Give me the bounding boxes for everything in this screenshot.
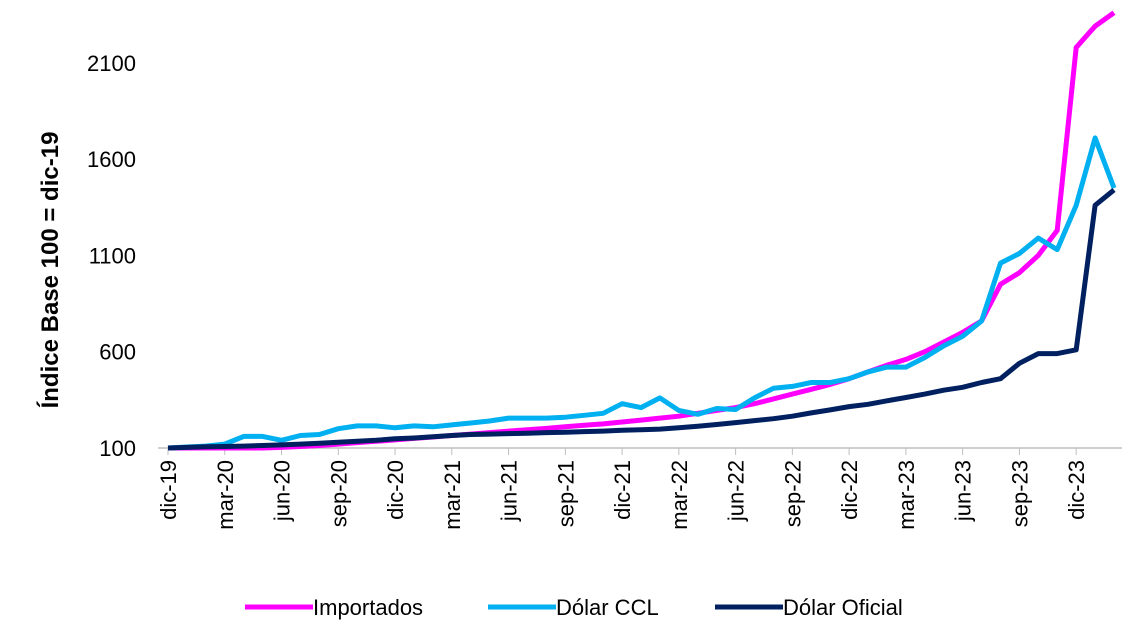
x-tick-label: dic-20 [383, 460, 408, 520]
y-tick-label: 600 [99, 340, 136, 365]
legend-label: Importados [313, 595, 423, 620]
x-tick-label: sep-23 [1007, 460, 1032, 527]
x-tick-label: jun-21 [497, 460, 522, 522]
x-tick-label: dic-21 [610, 460, 635, 520]
legend-label: Dólar Oficial [783, 595, 903, 620]
x-tick-label: sep-22 [780, 460, 805, 527]
y-tick-label: 100 [99, 436, 136, 461]
legend-label: Dólar CCL [556, 595, 659, 620]
x-tick-label: jun-22 [724, 460, 749, 522]
x-tick-label: sep-21 [553, 460, 578, 527]
x-tick-label: mar-20 [213, 460, 238, 530]
series-line [167, 187, 1116, 451]
y-axis-title: Índice Base 100 = dic-19 [36, 132, 64, 409]
y-tick-label: 1100 [89, 243, 136, 268]
x-tick-label: jun-20 [270, 460, 295, 522]
x-tick-label: mar-22 [667, 460, 692, 530]
x-tick-label: mar-21 [440, 460, 465, 530]
x-tick-label: sep-20 [326, 460, 351, 527]
x-tick-label: mar-23 [894, 460, 919, 530]
x-tick-label: dic-22 [837, 460, 862, 520]
y-tick-label: 1600 [87, 147, 136, 172]
x-tick-label: dic-23 [1064, 460, 1089, 520]
series-line [167, 135, 1117, 451]
x-tick-label: dic-19 [156, 460, 181, 520]
y-tick-label: 2100 [87, 51, 136, 76]
x-tick-label: jun-23 [951, 460, 976, 522]
